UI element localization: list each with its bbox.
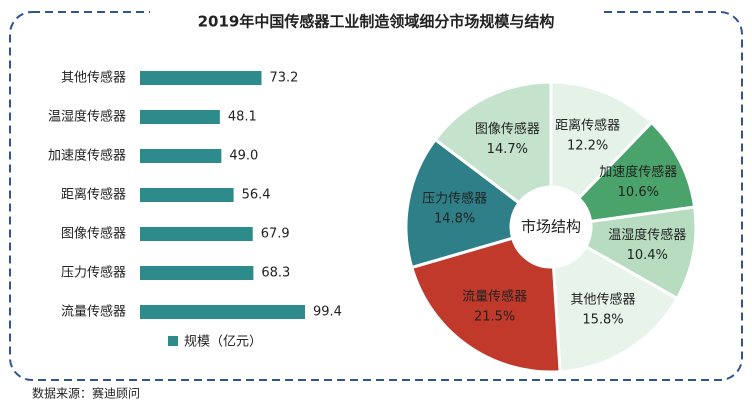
bar — [140, 149, 222, 163]
value-label: 99.4 — [313, 305, 342, 320]
slice-value-label: 14.8% — [434, 212, 475, 227]
center-label: 市场结构 — [521, 218, 581, 236]
y-tick-label: 图像传感器 — [61, 226, 126, 242]
value-label: 67.9 — [261, 227, 290, 242]
slice-label: 图像传感器 — [475, 121, 540, 137]
legend-swatch — [168, 336, 178, 346]
slice-value-label: 15.8% — [582, 313, 623, 328]
pie-slice — [549, 80, 654, 201]
legend-label: 规模（亿元） — [184, 335, 262, 350]
slice-label: 温湿度传感器 — [608, 227, 686, 243]
y-tick-label: 压力传感器 — [61, 265, 126, 281]
bar — [140, 305, 306, 319]
pie-slice — [404, 137, 522, 270]
slice-value-label: 12.2% — [567, 139, 608, 154]
slice-label: 其他传感器 — [570, 292, 635, 308]
bar — [140, 110, 220, 124]
bar — [140, 188, 234, 202]
pie-slice — [583, 205, 698, 301]
y-tick-label: 加速度传感器 — [48, 148, 126, 164]
value-label: 49.0 — [229, 149, 258, 164]
slice-value-label: 10.6% — [618, 185, 659, 200]
value-label: 48.1 — [228, 110, 257, 125]
value-label: 56.4 — [242, 188, 271, 203]
slice-value-label: 21.5% — [474, 310, 515, 325]
slice-label: 压力传感器 — [422, 191, 487, 207]
pie-slice — [433, 80, 553, 205]
title-bg — [150, 6, 602, 36]
pie-slice — [409, 236, 562, 374]
y-tick-label: 距离传感器 — [61, 187, 126, 203]
slice-label: 流量传感器 — [462, 289, 527, 305]
slice-label: 距离传感器 — [555, 118, 620, 134]
y-tick-label: 流量传感器 — [61, 304, 126, 320]
source: 数据来源：赛迪顾问 — [32, 386, 140, 401]
y-tick-label: 温湿度传感器 — [48, 109, 126, 125]
slice-value-label: 10.4% — [627, 248, 668, 263]
chart-title: 2019年中国传感器工业制造领域细分市场规模与结构 — [198, 13, 555, 31]
bar — [140, 227, 253, 241]
slice-value-label: 14.7% — [487, 142, 528, 157]
y-tick-label: 其他传感器 — [61, 70, 126, 86]
value-label: 73.2 — [270, 71, 299, 86]
value-label: 68.3 — [261, 266, 290, 281]
slice-label: 加速度传感器 — [599, 164, 677, 180]
bar — [140, 71, 262, 85]
bar — [140, 266, 254, 280]
pie-slice — [551, 244, 680, 374]
